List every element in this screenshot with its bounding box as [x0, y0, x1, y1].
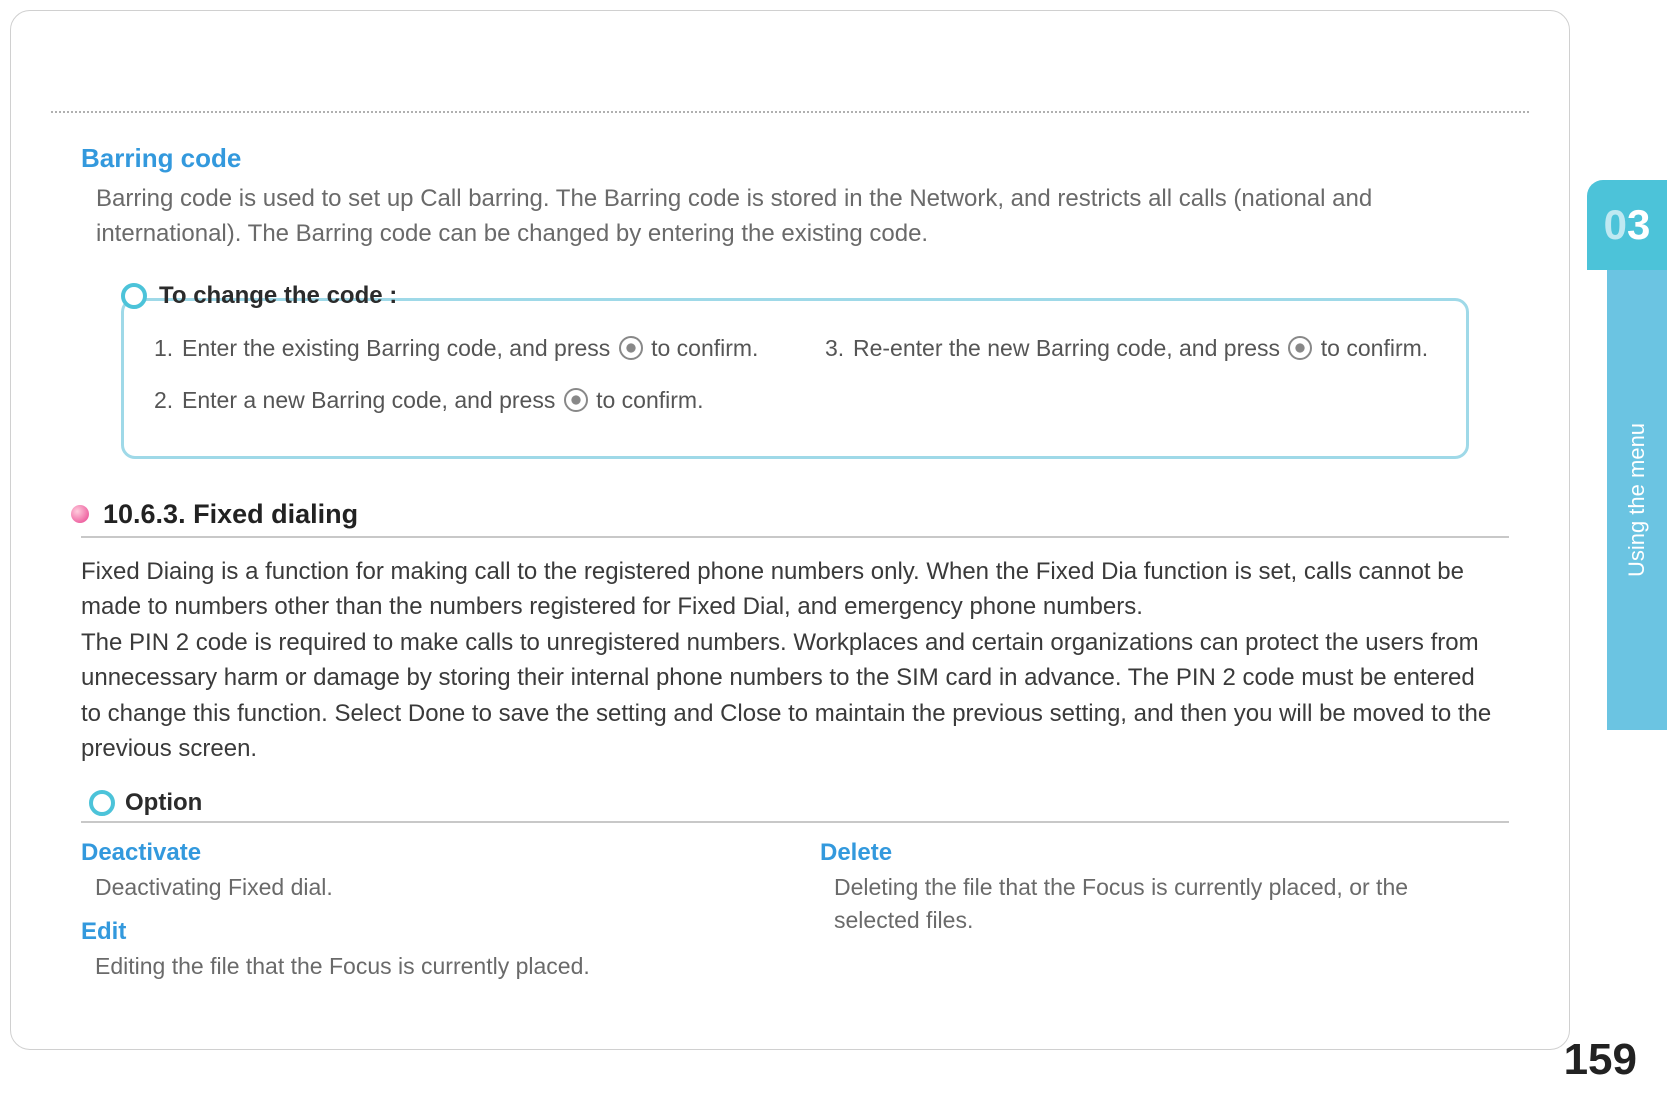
option-edit-body: Editing the file that the Focus is curre…	[95, 950, 760, 983]
step-number: 1.	[154, 331, 182, 366]
option-edit-title: Edit	[81, 918, 760, 946]
fixed-dialing-body: Fixed Diaing is a function for making ca…	[81, 554, 1499, 767]
rule	[81, 536, 1509, 538]
step-item: 3. Re-enter the new Barring code, and pr…	[825, 331, 1436, 366]
step-text-after: to confirm.	[645, 335, 759, 361]
pink-bullet-icon	[71, 505, 89, 523]
ok-button-icon	[564, 388, 588, 412]
options-column-right: Delete Deleting the file that the Focus …	[820, 839, 1499, 998]
step-text: Enter a new Barring code, and press to c…	[182, 383, 765, 418]
fixed-dialing-heading: 10.6.3. Fixed dialing	[71, 499, 1529, 530]
step-item: 2. Enter a new Barring code, and press t…	[154, 383, 765, 418]
ok-button-icon	[1288, 336, 1312, 360]
change-code-heading: To change the code :	[121, 282, 1529, 310]
steps-column-left: 1. Enter the existing Barring code, and …	[154, 331, 765, 436]
step-text: Re-enter the new Barring code, and press…	[853, 331, 1436, 366]
ok-button-icon	[619, 336, 643, 360]
page-number: 159	[1564, 1035, 1637, 1085]
step-text: Enter the existing Barring code, and pre…	[182, 331, 765, 366]
option-heading-text: Option	[125, 789, 202, 817]
step-text-after: to confirm.	[1314, 335, 1428, 361]
barring-code-title: Barring code	[81, 143, 1529, 174]
step-text-before: Enter a new Barring code, and press	[182, 387, 562, 413]
change-code-heading-text: To change the code :	[159, 282, 397, 310]
option-delete-body: Deleting the file that the Focus is curr…	[834, 871, 1499, 938]
fixed-dialing-heading-text: 10.6.3. Fixed dialing	[103, 499, 358, 530]
ring-marker-icon	[89, 790, 115, 816]
step-number: 2.	[154, 383, 182, 418]
rule	[81, 821, 1509, 823]
chapter-number-leading: 0	[1604, 201, 1627, 248]
option-delete-title: Delete	[820, 839, 1499, 867]
change-code-steps-box: 1. Enter the existing Barring code, and …	[121, 298, 1469, 459]
chapter-tab-body: Using the menu	[1607, 270, 1667, 730]
step-text-after: to confirm.	[590, 387, 704, 413]
option-deactivate-body: Deactivating Fixed dial.	[95, 871, 760, 904]
page-frame: Barring code Barring code is used to set…	[10, 10, 1570, 1050]
step-item: 1. Enter the existing Barring code, and …	[154, 331, 765, 366]
chapter-side-tab: 03 Using the menu	[1587, 180, 1667, 760]
chapter-number-digit: 3	[1627, 201, 1650, 248]
step-text-before: Re-enter the new Barring code, and press	[853, 335, 1286, 361]
options-grid: Deactivate Deactivating Fixed dial. Edit…	[81, 839, 1499, 998]
option-heading: Option	[89, 789, 1529, 817]
chapter-label: Using the menu	[1624, 423, 1650, 577]
ring-marker-icon	[121, 283, 147, 309]
dotted-divider	[51, 111, 1529, 113]
step-text-before: Enter the existing Barring code, and pre…	[182, 335, 617, 361]
option-deactivate-title: Deactivate	[81, 839, 760, 867]
steps-column-right: 3. Re-enter the new Barring code, and pr…	[825, 331, 1436, 436]
options-column-left: Deactivate Deactivating Fixed dial. Edit…	[81, 839, 760, 998]
chapter-number: 03	[1587, 180, 1667, 270]
barring-code-body: Barring code is used to set up Call barr…	[96, 182, 1509, 252]
step-number: 3.	[825, 331, 853, 366]
